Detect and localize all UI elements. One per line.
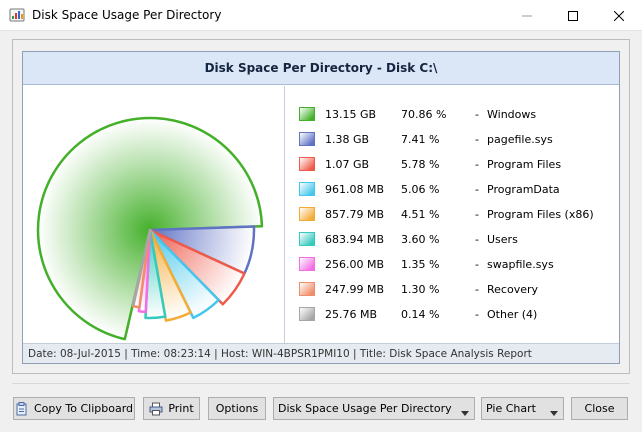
copy-to-clipboard-button[interactable]: Copy To Clipboard [13,397,135,420]
legend-item: 857.79 MB 4.51 % - Program Files (x86) [299,206,619,222]
legend-swatch [299,207,315,221]
legend-percent: 1.30 % [401,282,440,296]
legend-swatch [299,282,315,296]
legend-percent: 3.60 % [401,232,440,246]
printer-icon [149,402,163,416]
legend-dash: - [475,132,479,146]
legend-dash: - [475,157,479,171]
chart-title: Disk Space Per Directory - Disk C:\ [23,52,619,85]
legend-name: ProgramData [487,182,560,196]
close-icon[interactable] [596,0,642,31]
separator [12,383,630,384]
legend-name: Users [487,232,518,246]
legend-swatch [299,107,315,121]
legend-percent: 5.06 % [401,182,440,196]
legend-size: 961.08 MB [325,182,385,196]
legend-name: Windows [487,107,537,121]
chart-legend: 13.15 GB 70.86 % - Windows 1.38 GB 7.41 % - pag… [285,86,619,343]
disk-chart-icon [9,7,25,23]
legend-item: 13.15 GB 70.86 % - Windows [299,106,619,122]
options-label: Options [215,402,259,415]
legend-dash: - [475,107,479,121]
legend-item: 1.38 GB 7.41 % - pagefile.sys [299,131,619,147]
legend-percent: 1.35 % [401,257,440,271]
legend-name: pagefile.sys [487,132,553,146]
pie-slice [144,228,167,320]
legend-dash: - [475,207,479,221]
minimize-icon[interactable] [504,0,550,31]
pie-slice [148,228,246,306]
legend-swatch [299,307,315,321]
legend-size: 857.79 MB [325,207,385,221]
pie-slice [131,228,152,306]
close-label: Close [584,402,615,415]
window-title: Disk Space Usage Per Directory [32,8,222,22]
chart-type-value: Pie Chart [486,402,536,415]
clipboard-icon [15,401,29,416]
pie-slice [148,228,220,320]
close-button[interactable]: Close [571,397,628,420]
legend-name: Other (4) [487,307,538,321]
legend-dash: - [475,232,479,246]
copy-to-clipboard-label: Copy To Clipboard [33,402,134,415]
chart-frame: Disk Space Per Directory - Disk C:\ 13.1… [22,51,620,364]
legend-size: 13.15 GB [325,107,377,121]
legend-percent: 70.86 % [401,107,447,121]
legend-percent: 5.78 % [401,157,440,171]
legend-swatch [299,182,315,196]
chart-divider [284,86,285,343]
print-label: Print [168,402,194,415]
chevron-down-icon [461,406,469,419]
legend-size: 683.94 MB [325,232,385,246]
chart-type-select[interactable]: Pie Chart [481,397,564,420]
legend-name: swapfile.sys [487,257,554,271]
legend-dash: - [475,182,479,196]
legend-item: 25.76 MB 0.14 % - Other (4) [299,306,619,322]
legend-item: 1.07 GB 5.78 % - Program Files [299,156,619,172]
legend-item: 961.08 MB 5.06 % - ProgramData [299,181,619,197]
maximize-icon[interactable] [550,0,596,31]
legend-name: Program Files (x86) [487,207,594,221]
title-bar: Disk Space Usage Per Directory [0,0,642,31]
legend-percent: 4.51 % [401,207,440,221]
legend-name: Program Files [487,157,562,171]
options-button[interactable]: Options [208,397,266,420]
legend-swatch [299,132,315,146]
legend-item: 256.00 MB 1.35 % - swapfile.sys [299,256,619,272]
legend-dash: - [475,282,479,296]
view-select-value: Disk Space Usage Per Directory [278,402,452,415]
legend-swatch [299,232,315,246]
pie-chart-svg [36,116,264,341]
legend-swatch [299,157,315,171]
legend-size: 25.76 MB [325,307,378,321]
legend-percent: 7.41 % [401,132,440,146]
pie-slice [148,228,192,322]
legend-name: Recovery [487,282,539,296]
legend-dash: - [475,307,479,321]
chevron-down-icon [550,406,558,419]
pie-chart [23,86,283,343]
legend-size: 256.00 MB [325,257,385,271]
print-button[interactable]: Print [143,397,200,420]
legend-swatch [299,257,315,271]
pie-slice [36,116,264,341]
legend-dash: - [475,257,479,271]
legend-size: 247.99 MB [325,282,385,296]
report-info-bar: Date: 08-Jul-2015 | Time: 08:23:14 | Hos… [23,343,619,363]
legend-percent: 0.14 % [401,307,440,321]
legend-size: 1.07 GB [325,157,370,171]
legend-item: 683.94 MB 3.60 % - Users [299,231,619,247]
legend-size: 1.38 GB [325,132,370,146]
view-select[interactable]: Disk Space Usage Per Directory [273,397,475,420]
legend-item: 247.99 MB 1.30 % - Recovery [299,281,619,297]
